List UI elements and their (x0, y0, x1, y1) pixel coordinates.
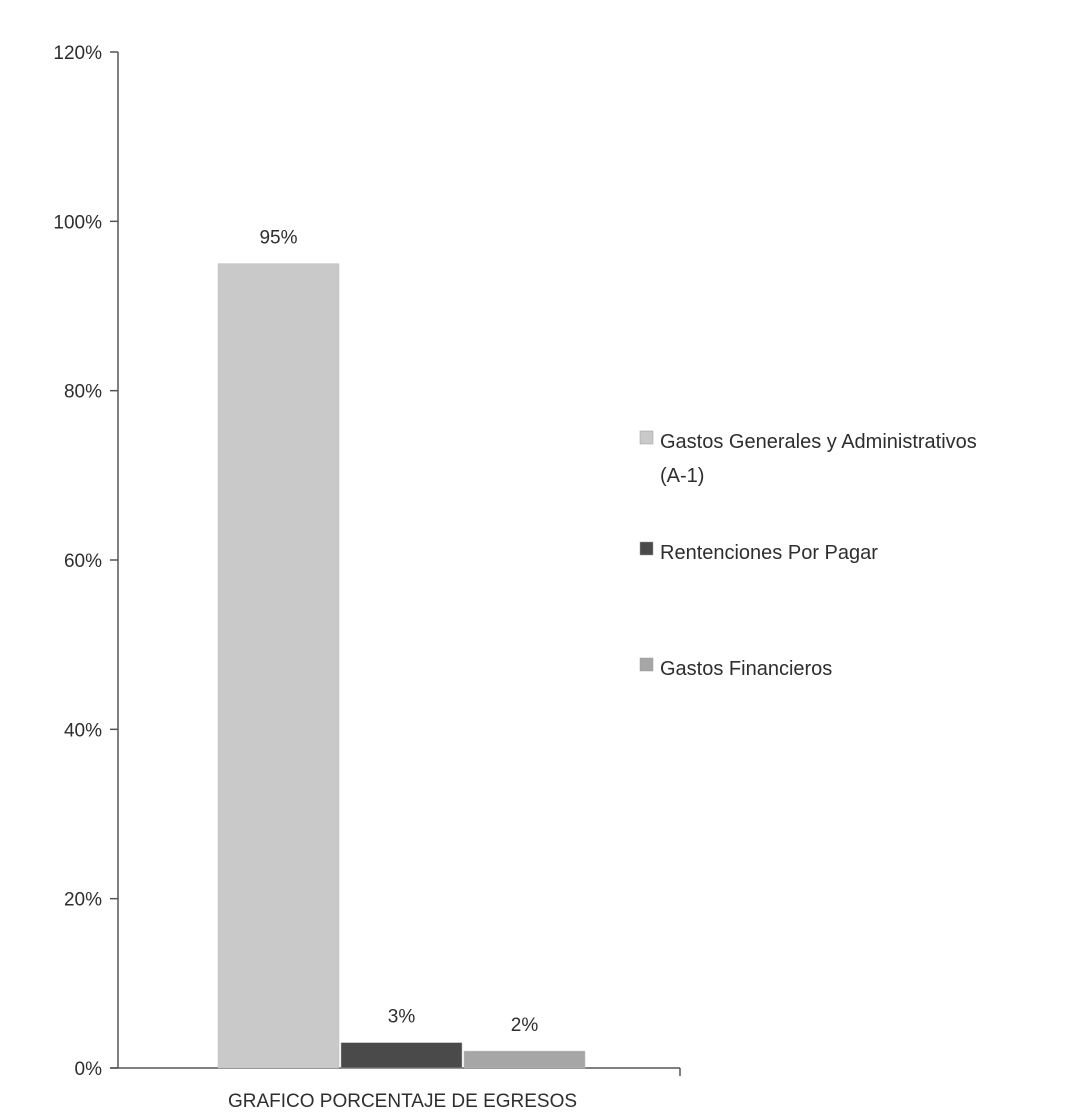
legend: Gastos Generales y Administrativos (A-1) R… (639, 430, 977, 680)
bar-2 (340, 1042, 463, 1069)
category-label: GRAFICO PORCENTAJE DE EGRESOS (228, 1091, 577, 1112)
y-ticks: 0% 20% 40% 60% 80% 100% 120% (53, 43, 681, 1080)
legend-label-3: Gastos Financieros (660, 658, 832, 680)
y-tick-label: 60% (64, 551, 102, 572)
y-tick-label: 120% (53, 43, 102, 64)
data-label-2: 3% (388, 1007, 416, 1028)
legend-swatch-2 (639, 541, 654, 556)
legend-label-1: (A-1) (660, 465, 704, 487)
legend-label-1: Gastos Generales y Administrativos (660, 431, 977, 453)
y-tick-label: 100% (53, 212, 102, 233)
bars (217, 263, 586, 1069)
data-label-1: 95% (259, 228, 297, 249)
legend-label-2: Rentenciones Por Pagar (660, 542, 878, 564)
y-tick-label: 40% (64, 720, 102, 741)
legend-swatch-3 (639, 657, 654, 672)
y-tick-label: 0% (75, 1059, 103, 1080)
bar-1 (217, 263, 340, 1069)
y-tick-label: 80% (64, 382, 102, 403)
category-labels: GRAFICO PORCENTAJE DE EGRESOS (228, 1091, 577, 1112)
legend-swatch-1 (639, 430, 654, 445)
data-label-3: 2% (511, 1015, 539, 1036)
y-tick-label: 20% (64, 890, 102, 911)
bar-3 (463, 1050, 586, 1069)
data-labels: 95% 3% 2% (259, 228, 538, 1036)
